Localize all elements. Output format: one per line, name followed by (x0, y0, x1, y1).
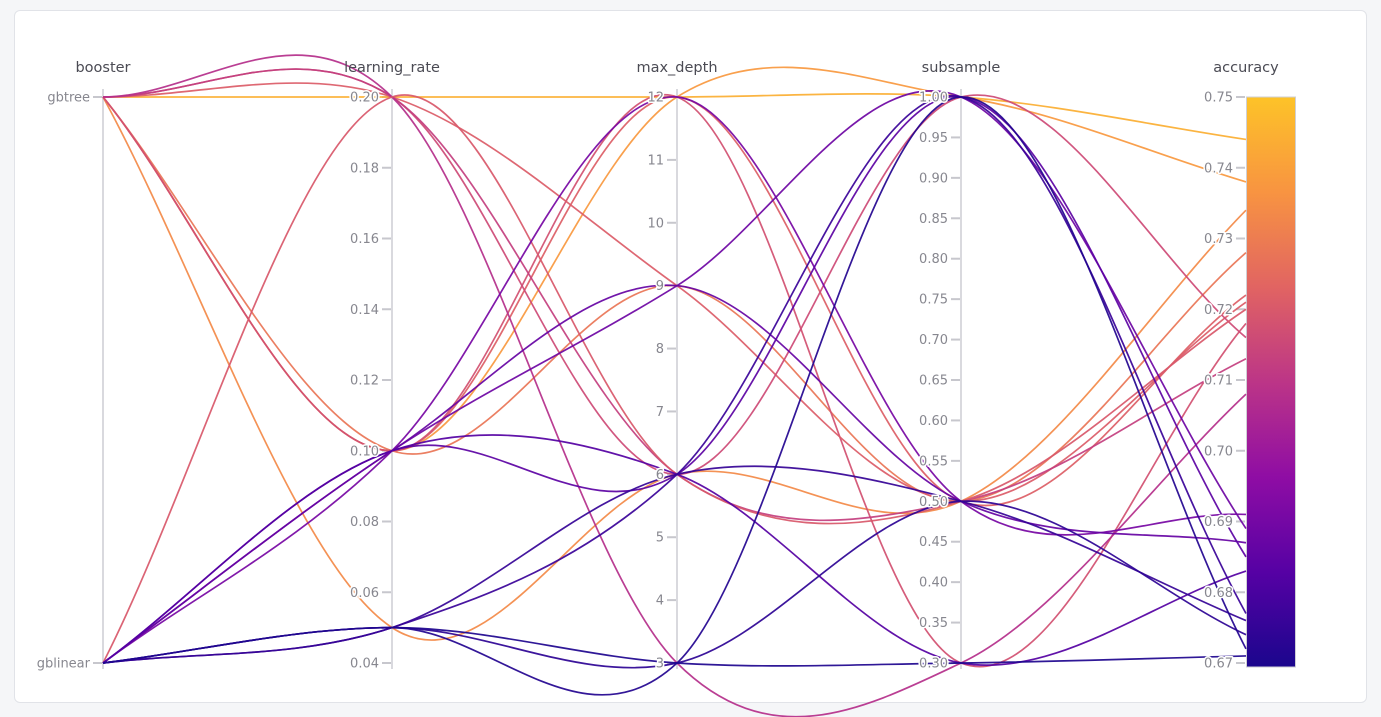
axis-title-booster: booster (75, 60, 130, 76)
axis-title-learning_rate: learning_rate (344, 60, 440, 76)
trial-line-2[interactable] (102, 96, 1247, 641)
tick-label-accuracy: 0.71 (1204, 374, 1233, 389)
tick-label-subsample: 0.60 (919, 414, 948, 429)
trial-line-16[interactable] (102, 94, 1247, 664)
tick-label-subsample: 0.45 (919, 535, 948, 550)
tick-label-max_depth: 3 (656, 657, 664, 672)
chart-card (14, 10, 1367, 703)
accuracy-colorbar (1246, 97, 1296, 667)
trial-line-20[interactable] (102, 626, 1247, 667)
tick-label-accuracy: 0.67 (1204, 657, 1233, 672)
axis-title-max_depth: max_depth (636, 60, 717, 76)
trial-line-10[interactable] (102, 94, 1247, 664)
axis-title-accuracy: accuracy (1213, 60, 1279, 76)
tick-label-max_depth: 9 (656, 279, 664, 294)
trial-line-12[interactable] (102, 90, 1247, 664)
tick-label-accuracy: 0.68 (1204, 586, 1233, 601)
tick-label-max_depth: 10 (647, 216, 664, 231)
trial-line-6[interactable] (102, 82, 1247, 503)
trial-line-11[interactable] (102, 96, 1247, 664)
tick-label-subsample: 0.90 (919, 171, 948, 186)
tick-label-subsample: 0.95 (919, 131, 948, 146)
tick-label-subsample: 0.75 (919, 293, 948, 308)
labels-layer: gbtree gblinear booster 0.20 0.18 0.16 0.14 0.1… (35, 60, 1279, 673)
axis-title-subsample: subsample (922, 60, 1001, 76)
trial-line-0[interactable] (102, 93, 1247, 141)
tick-label-subsample: 0.35 (919, 616, 948, 631)
trial-line-18[interactable] (102, 500, 1247, 669)
tick-label-accuracy: 0.75 (1204, 91, 1233, 106)
trial-line-17[interactable] (102, 465, 1247, 664)
tick-label-accuracy: 0.73 (1204, 232, 1233, 247)
tick-label-subsample: 0.40 (919, 576, 948, 591)
tick-label-max_depth: 11 (647, 153, 664, 168)
tick-label-accuracy: 0.69 (1204, 515, 1233, 530)
tick-label-learning_rate: 0.08 (350, 515, 379, 530)
tick-label-accuracy: 0.72 (1204, 303, 1233, 318)
trial-line-19[interactable] (102, 96, 1247, 696)
accuracy-colorbar-frame (1246, 96, 1296, 668)
trial-line-4[interactable] (102, 96, 1247, 507)
tick-label-subsample: 0.50 (919, 495, 948, 510)
tick-label-subsample: 0.55 (919, 454, 948, 469)
trial-line-15[interactable] (102, 434, 1247, 666)
tick-label-accuracy: 0.74 (1204, 161, 1233, 176)
tick-label-learning_rate: 0.16 (350, 232, 379, 247)
tick-label-learning_rate: 0.04 (350, 657, 379, 672)
tick-label-subsample: 0.85 (919, 212, 948, 227)
tick-label-subsample: 0.30 (919, 657, 948, 672)
tick-label-booster: gbtree (47, 91, 90, 106)
tick-label-max_depth: 12 (647, 91, 664, 106)
tick-label-max_depth: 7 (656, 405, 664, 420)
tick-label-learning_rate: 0.12 (350, 374, 379, 389)
trial-line-13[interactable] (102, 284, 1247, 664)
tick-label-subsample: 0.80 (919, 252, 948, 267)
axes-layer (93, 89, 1245, 669)
tick-label-max_depth: 4 (656, 594, 664, 609)
tick-label-subsample: 0.70 (919, 333, 948, 348)
trial-line-14[interactable] (102, 96, 1247, 664)
tick-label-learning_rate: 0.06 (350, 586, 379, 601)
trial-line-9[interactable] (102, 54, 1247, 717)
tick-label-accuracy: 0.70 (1204, 444, 1233, 459)
trial-line-7[interactable] (102, 68, 1247, 476)
trial-line-5[interactable] (102, 93, 1247, 668)
colorbar-layer (1246, 96, 1296, 668)
tick-label-learning_rate: 0.14 (350, 303, 379, 318)
tick-label-subsample: 1.00 (919, 91, 948, 106)
tick-label-booster: gblinear (37, 657, 91, 672)
tick-label-learning_rate: 0.10 (350, 444, 379, 459)
tick-label-learning_rate: 0.18 (350, 161, 379, 176)
trial-lines-layer (102, 54, 1247, 717)
tick-label-learning_rate: 0.20 (350, 91, 379, 106)
tick-label-max_depth: 5 (656, 531, 664, 546)
tick-label-max_depth: 6 (656, 468, 664, 483)
tick-label-max_depth: 8 (656, 342, 664, 357)
tick-label-subsample: 0.65 (919, 374, 948, 389)
